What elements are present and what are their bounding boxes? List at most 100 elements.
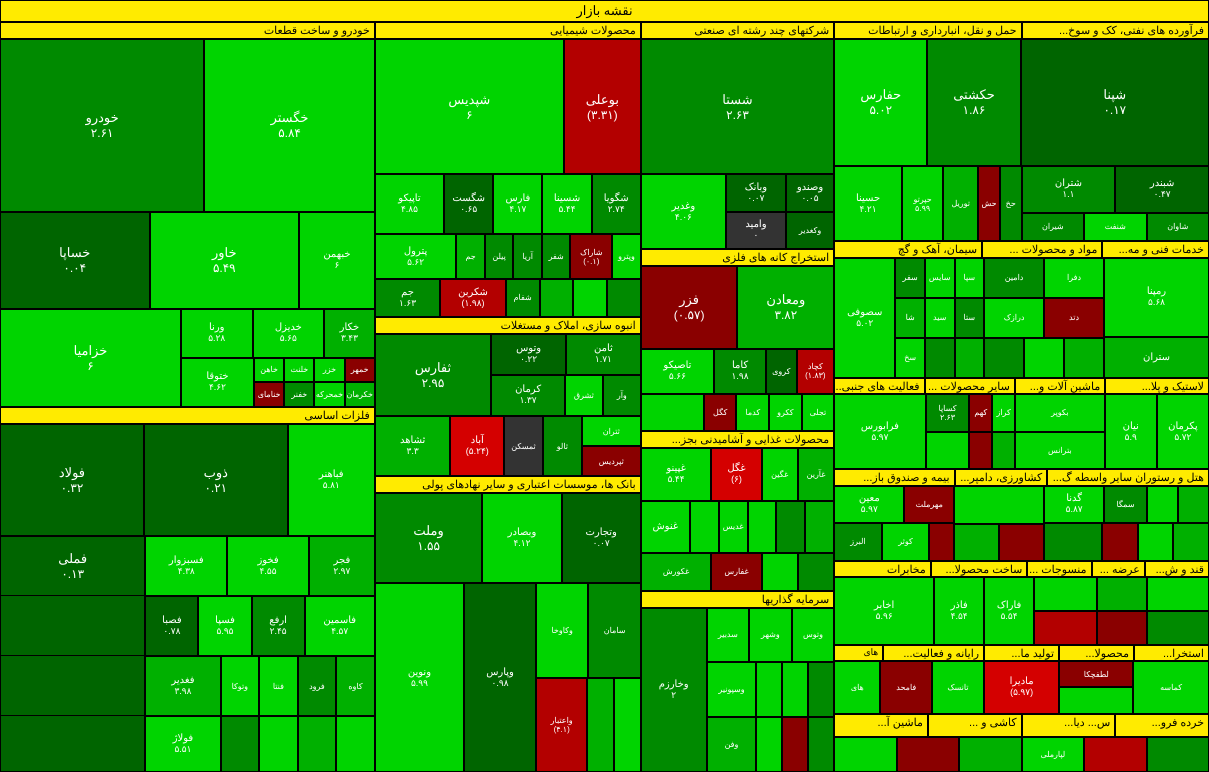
cell-shtran[interactable]: شتران۱.۱ [1022,166,1116,213]
cell-stalo[interactable]: ثالو [543,416,582,476]
cell-sta[interactable]: ستا [955,298,985,338]
cell-vtoka[interactable]: وتوکا [221,656,260,716]
cell-kavh[interactable]: کاوه [336,656,375,716]
cell-shgoya[interactable]: شگویا۲.۷۴ [592,174,641,234]
cell-albors[interactable]: البرز [834,523,882,561]
c-ht3[interactable] [1044,523,1102,561]
c-tx1[interactable] [1034,577,1096,611]
cell-samn[interactable]: ثامن۱.۷۱ [566,334,641,375]
cell-khm[interactable]: کهم [969,394,992,432]
cell-hkh[interactable]: حخ [1000,166,1022,241]
c-op2[interactable] [969,432,992,470]
cell-shpdis[interactable]: شپدیس۶ [375,39,564,174]
c-fd4[interactable] [805,501,834,554]
cell-lparmly[interactable]: لپارملی [1022,737,1084,772]
cell-khodro[interactable]: خودرو۲.۶۱ [0,39,204,212]
c-iv5[interactable] [782,717,808,772]
cell-ghkorsh[interactable]: غکورش [641,553,712,591]
cell-kowsr[interactable]: کوثر [882,523,930,561]
cell-spa[interactable]: سپا [955,258,985,298]
c-ffs4[interactable] [336,716,375,772]
cell-tjli[interactable]: تجلی [802,394,835,432]
c-ch3[interactable] [607,279,641,317]
cell-ghdis[interactable]: غدیس [719,501,748,554]
cell-khsapa[interactable]: خساپا۰.۰۴ [0,212,150,310]
cell-vbank[interactable]: وبانک۰.۰۷ [726,174,786,212]
cell-sha[interactable]: شا [895,298,925,338]
cell-skh[interactable]: سخ [895,338,925,378]
cell-vghdir[interactable]: وغدیر۴.۰۶ [641,174,726,249]
c-sg2[interactable] [1147,611,1209,645]
c-bt5[interactable] [1147,737,1209,772]
c-iv1[interactable] [756,662,782,717]
cell-shgst[interactable]: شگست۰.۶۵ [444,174,493,234]
c-ag2[interactable] [954,524,999,561]
cell-kroo[interactable]: کروی [766,349,797,394]
cell-krman[interactable]: کرمان۱.۳۷ [491,375,565,416]
cell-samn2[interactable]: سامان [588,583,640,678]
cell-sshrq[interactable]: ثشرق [565,375,603,416]
cell-fml2[interactable] [0,596,145,656]
cell-kdma[interactable]: کدما [736,394,769,432]
cell-vsndo[interactable]: وصندو۰.۰۵ [786,174,834,212]
c-ag1[interactable] [954,486,1044,525]
cell-hkshti[interactable]: حکشتی۱.۸۶ [927,39,1020,167]
cell-khdizl[interactable]: خدیزل۵.۶۵ [253,309,325,358]
c-ag3[interactable] [999,524,1044,561]
cell-gdna[interactable]: گدنا۵.۸۷ [1044,486,1104,524]
cell-shfam[interactable]: شفام [506,279,540,317]
c-bt1[interactable] [834,737,896,772]
cell-shfr[interactable]: شفر [542,234,571,279]
cell-vmadn[interactable]: ومعادن۳.۸۲ [737,266,834,349]
c-fd1[interactable] [690,501,719,554]
cell-farak[interactable]: فاراک۵.۵۴ [984,577,1034,645]
cell-akhbr[interactable]: اخابر۵.۹۶ [834,577,934,645]
c-mn1[interactable] [641,394,704,432]
cell-kama[interactable]: کاما۱.۹۸ [714,349,766,394]
cell-shpna[interactable]: شپنا۰.۱۷ [1021,39,1209,167]
cell-rmpna[interactable]: رمپنا۵.۶۸ [1104,258,1209,337]
cell-tasiko[interactable]: تاصیکو۵.۶۶ [641,349,714,394]
cell-arya[interactable]: آریا [513,234,542,279]
cell-moein[interactable]: معین۵.۹۷ [834,486,904,524]
cell-fml[interactable]: فملی۰.۱۳ [0,536,145,596]
c-tx2[interactable] [1034,611,1096,645]
cell-nyan[interactable]: نیان۵.۹ [1105,394,1157,469]
cell-vtos[interactable]: وتوس۰.۲۲ [491,334,566,375]
c-sp1[interactable] [1097,577,1147,611]
cell-tapiko[interactable]: تاپیکو۴.۸۵ [375,174,444,234]
cell-vrna[interactable]: ورنا۵.۲۸ [181,309,253,358]
c-mf1[interactable] [1059,687,1133,713]
cell-jm[interactable]: جم [456,234,485,279]
cell-shsina[interactable]: شسینا۵.۴۴ [542,174,591,234]
c-khzr[interactable]: خزر [314,358,344,382]
cell-ghfars[interactable]: غفارس [711,553,761,591]
cell-vtjrt[interactable]: وتجارت۰.۰۷ [562,493,641,583]
c-ffs2[interactable] [259,716,298,772]
cell-pylin[interactable]: پیلن [485,234,514,279]
cell-hsina[interactable]: حسینا۴.۲۱ [834,166,902,241]
c-khmhr[interactable]: خمهر [345,358,375,382]
c-mt3[interactable] [1064,338,1104,378]
c-iv3[interactable] [808,662,834,717]
cell-sprds[interactable]: ثپردیس [582,446,641,476]
c-ht5[interactable] [1138,523,1174,561]
cell-fkhoz[interactable]: فخوز۴.۵۵ [227,536,309,596]
c-khlnt[interactable]: خلنت [284,358,314,382]
cell-sid[interactable]: سید [925,298,955,338]
cell-vfn[interactable]: وفن [707,717,757,772]
cell-hay[interactable]: های [834,661,880,714]
c-bk1[interactable] [587,678,614,772]
cell-vpars[interactable]: وپارس۰.۹۸ [464,583,536,772]
cell-vkgdir[interactable]: وکغدیر [786,212,834,250]
c-fd6[interactable] [798,553,834,591]
c-bt3[interactable] [959,737,1021,772]
c-sp2[interactable] [1097,611,1147,645]
c-iv2[interactable] [782,662,808,717]
c-ch2[interactable] [573,279,607,317]
cell-ptrol[interactable]: پترول۵.۶۲ [375,234,457,279]
cell-pkrmn[interactable]: پکرمان۵.۷۲ [1157,394,1209,469]
cell-vspnr[interactable]: وسپونیر [707,662,757,717]
cell-vkhrzm[interactable]: وخارزم۲ [641,608,707,772]
cell-ksapa[interactable]: کساپا۲.۶۳ [926,394,970,432]
